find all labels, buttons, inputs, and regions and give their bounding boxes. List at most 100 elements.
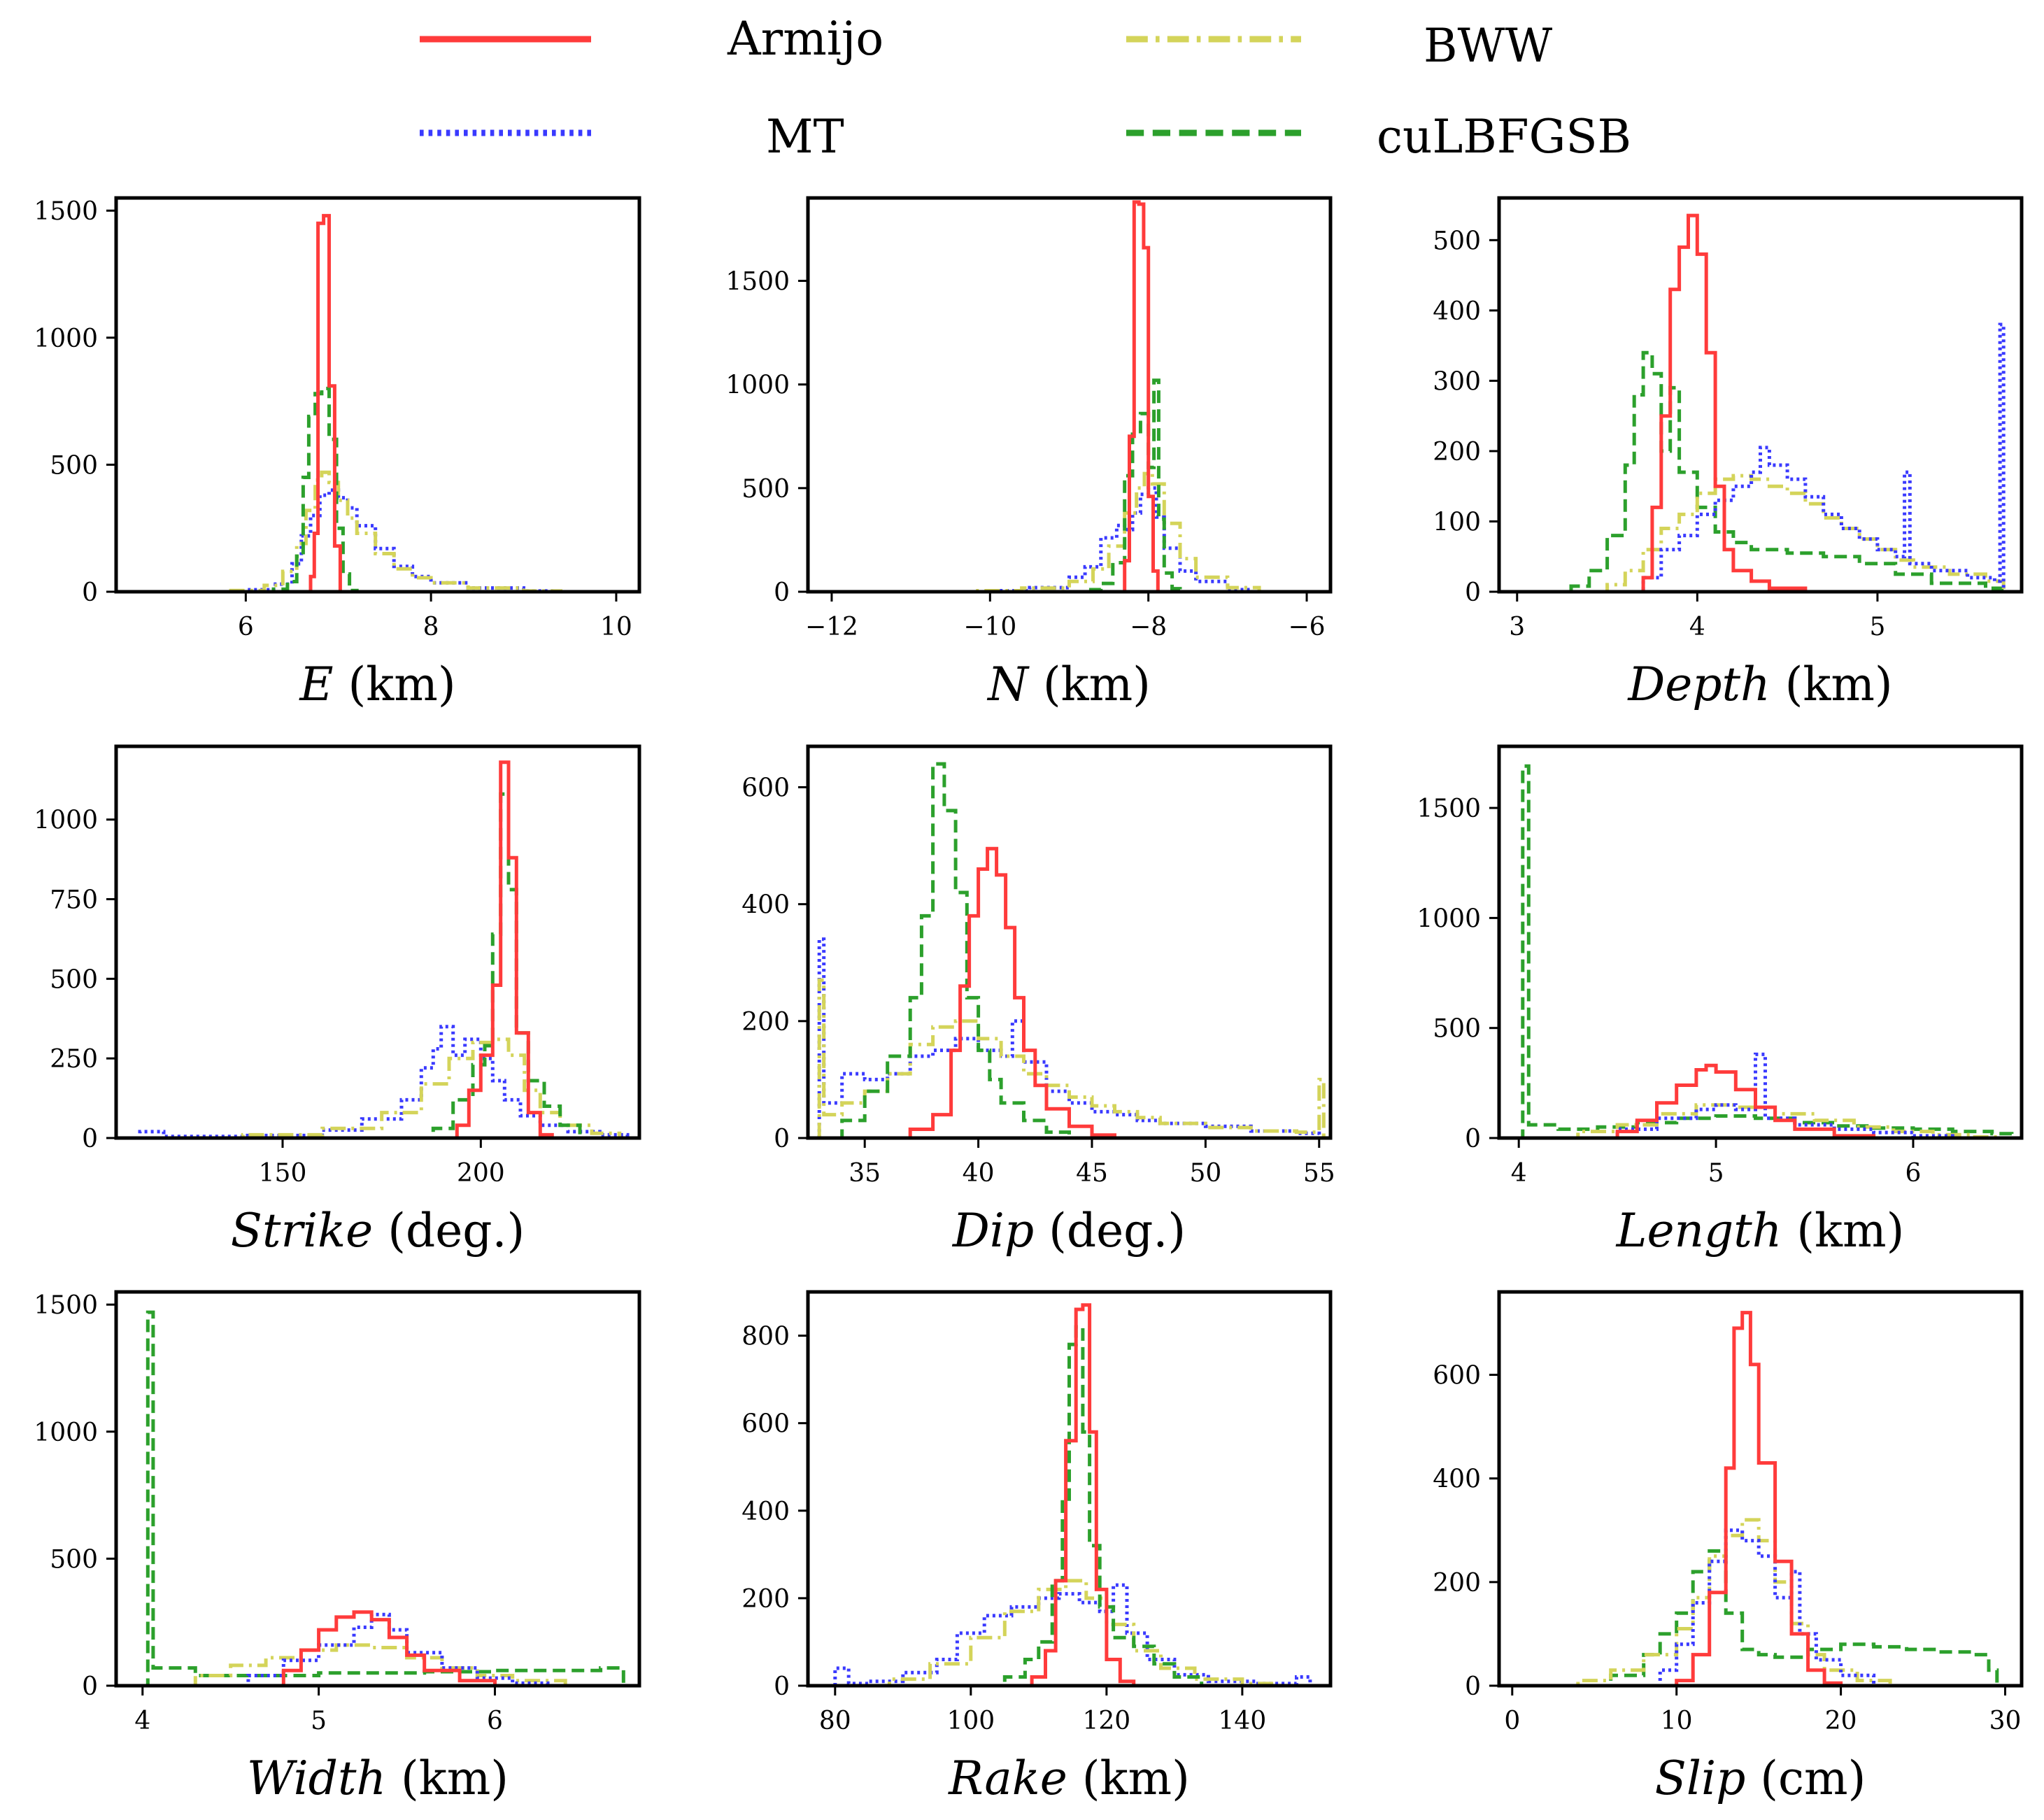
legend: Armijo BWW MT cuLBFGSB (420, 12, 1631, 164)
chart-panel-n: −12 −10 −8 −6 0 500 1000 1500 N (km) (725, 196, 1333, 711)
series-culbfgsb (819, 762, 1071, 1138)
series-mt (1627, 1528, 1876, 1686)
y-tick-label: 500 (1433, 1015, 1481, 1044)
series-culbfgsb (1053, 378, 1182, 592)
chart-panel-width: 4 5 6 0 500 1000 1500 Width (km) (34, 1290, 641, 1805)
y-tick-label: 400 (741, 891, 790, 920)
axes-frame (114, 744, 641, 1140)
x-tick-label: 45 (1076, 1159, 1108, 1188)
y-tick-label: 600 (741, 1410, 790, 1439)
x-tick-label: 6 (487, 1707, 503, 1735)
x-tick-label: 8 (423, 613, 439, 641)
chart-panel-slip: 0 10 20 30 0 200 400 600 Slip (cm) (1433, 1290, 2024, 1805)
x-tick-label: 10 (600, 613, 632, 641)
x-tick-label: 200 (457, 1159, 505, 1188)
x-axis-label: Depth (km) (1627, 657, 1892, 711)
x-axis-label: Width (km) (247, 1751, 509, 1805)
series-armijo (1018, 1303, 1136, 1686)
chart-panel-strike: 150 200 0 250 500 750 1000 Strike (deg.) (34, 744, 641, 1258)
y-tick-label: 1000 (34, 325, 98, 353)
y-tick-label: 0 (1465, 1672, 1481, 1701)
chart-panel-e: 6 8 10 0 500 1000 1500 E (km) (34, 196, 641, 711)
series-bww (1571, 474, 2006, 592)
x-tick-label: 100 (946, 1707, 995, 1735)
series-bww (164, 1037, 622, 1138)
chart-panel-rake: 80 100 120 140 0 200 400 600 800 Rake (km) (741, 1290, 1333, 1805)
x-tick-label: 55 (1303, 1159, 1335, 1188)
x-axis-label: Dip (deg.) (952, 1204, 1186, 1258)
x-tick-label: −10 (963, 613, 1016, 641)
x-tick-label: 10 (1661, 1707, 1693, 1735)
series-bww (1538, 1103, 2004, 1138)
y-tick-label: 0 (82, 578, 98, 607)
x-tick-label: 120 (1082, 1707, 1130, 1735)
axes-frame (806, 744, 1333, 1140)
plot-area (132, 760, 630, 1138)
series-culbfgsb (970, 1325, 1204, 1686)
series-bww (160, 1643, 567, 1686)
y-tick-label: 250 (50, 1045, 98, 1074)
plot-area (1528, 1311, 1999, 1686)
y-tick-label: 600 (741, 774, 790, 803)
y-tick-label: 200 (1433, 438, 1481, 467)
series-bww (817, 978, 1326, 1138)
plot-area (1519, 764, 2014, 1138)
y-tick-label: 0 (82, 1125, 98, 1153)
y-tick-label: 0 (774, 578, 790, 607)
y-tick-label: 0 (82, 1672, 98, 1701)
y-tick-label: 0 (1465, 578, 1481, 607)
y-tick-label: 500 (50, 965, 98, 994)
y-tick-label: 600 (1433, 1362, 1481, 1391)
series-culbfgsb (1535, 350, 2006, 592)
x-tick-label: 4 (1511, 1159, 1527, 1188)
x-tick-label: −12 (805, 613, 858, 641)
series-armijo (1660, 1311, 1843, 1686)
series-culbfgsb (402, 792, 582, 1138)
y-tick-label: 1500 (725, 268, 790, 297)
x-tick-label: 6 (1905, 1159, 1922, 1188)
y-tick-label: 800 (741, 1323, 790, 1351)
y-tick-label: 500 (50, 1545, 98, 1574)
y-tick-label: 1000 (34, 806, 98, 835)
series-bww (171, 470, 562, 592)
plot-area (817, 762, 1326, 1138)
series-culbfgsb (227, 386, 359, 592)
x-axis-label: Length (km) (1616, 1204, 1905, 1258)
x-tick-label: 20 (1825, 1707, 1857, 1735)
y-tick-label: 1500 (34, 1291, 98, 1320)
y-tick-label: 500 (50, 451, 98, 480)
x-axis-label: Strike (deg.) (231, 1204, 525, 1258)
series-bww (849, 1579, 1278, 1686)
series-mt (195, 1612, 550, 1686)
axes-frame (1497, 744, 2024, 1140)
axes-frame (114, 1290, 641, 1688)
x-axis-label: E (km) (299, 657, 455, 711)
series-mt (833, 1583, 1312, 1686)
y-tick-label: 0 (774, 1125, 790, 1153)
series-culbfgsb (142, 1310, 625, 1686)
y-tick-label: 400 (1433, 297, 1481, 326)
x-axis-label: Rake (km) (948, 1751, 1190, 1805)
series-armijo (1577, 1063, 1876, 1138)
x-tick-label: 0 (1504, 1707, 1520, 1735)
x-tick-label: 4 (134, 1707, 150, 1735)
y-tick-label: 200 (1433, 1569, 1481, 1598)
x-tick-label: 3 (1509, 613, 1525, 641)
legend-label-culbfgsb: cuLBFGSB (1377, 110, 1631, 164)
series-armijo (898, 846, 1116, 1138)
plot-area (833, 1303, 1312, 1686)
y-tick-label: 400 (1433, 1465, 1481, 1494)
chart-panel-depth: 3 4 5 0 100 200 300 400 500 Depth (km) (1433, 196, 2024, 711)
x-tick-label: 140 (1219, 1707, 1267, 1735)
x-tick-label: −6 (1289, 613, 1326, 641)
y-tick-label: 0 (774, 1672, 790, 1701)
x-tick-label: 50 (1189, 1159, 1221, 1188)
axes-frame (806, 1290, 1333, 1688)
y-tick-label: 100 (1433, 508, 1481, 536)
y-tick-label: 1000 (1417, 904, 1481, 933)
y-tick-label: 1500 (1417, 795, 1481, 823)
axes-frame (1497, 1290, 2024, 1688)
series-mt (1607, 322, 2006, 592)
legend-label-armijo: Armijo (727, 12, 883, 66)
